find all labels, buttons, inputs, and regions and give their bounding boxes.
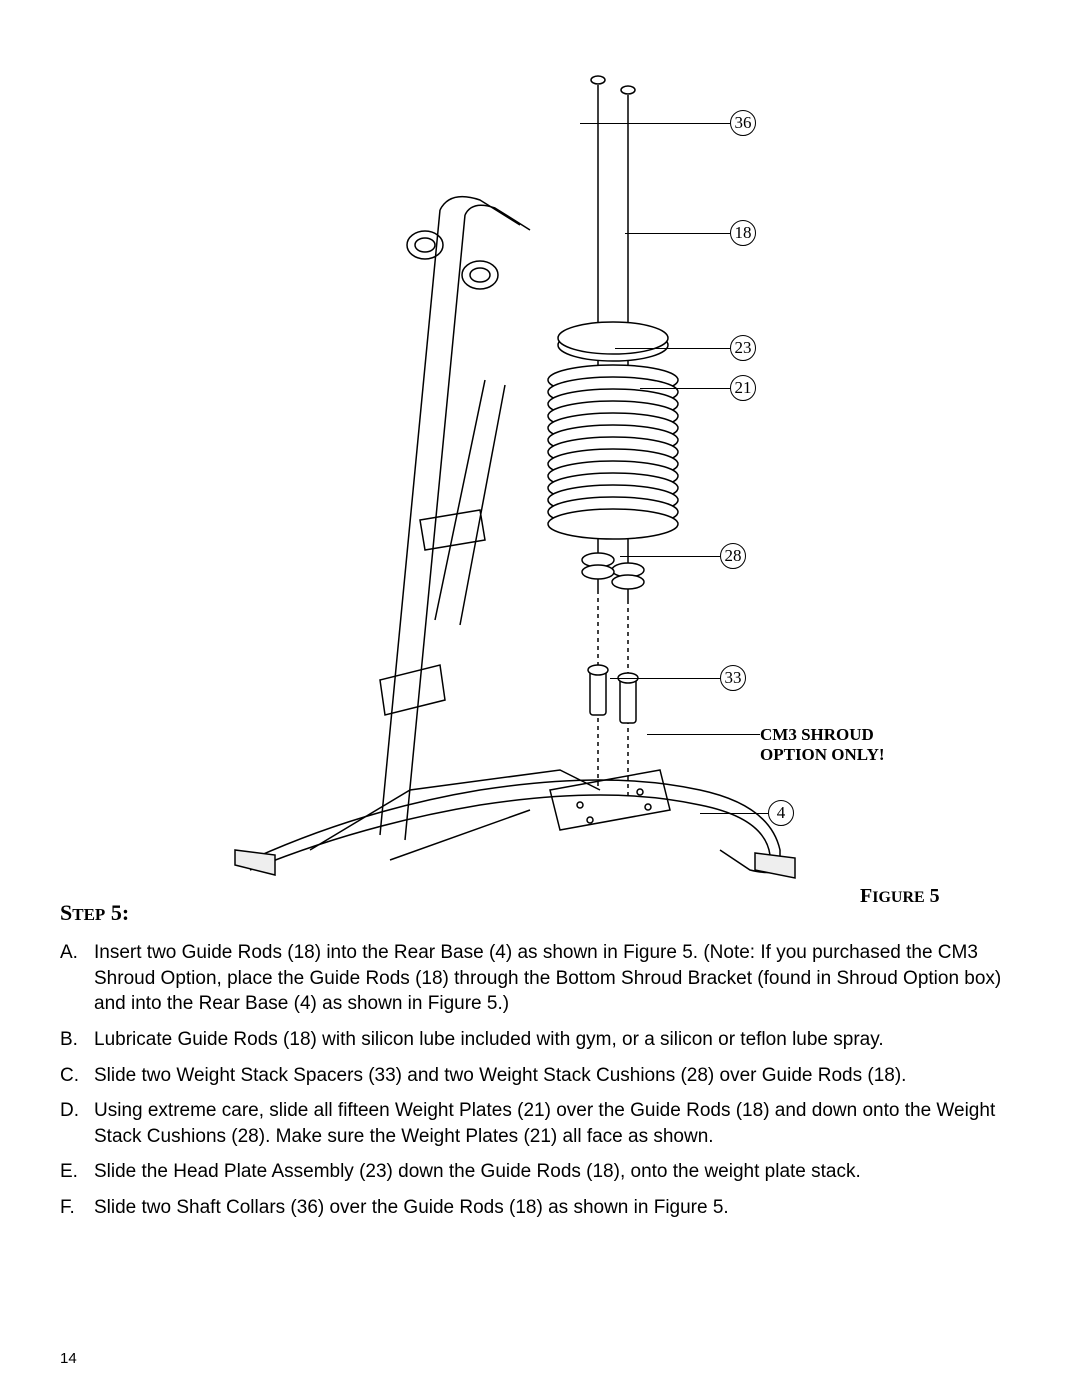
- instruction-item: A. Insert two Guide Rods (18) into the Re…: [60, 940, 1020, 1017]
- callout-circle: 23: [730, 335, 756, 361]
- instruction-text: Slide the Head Plate Assembly (23) down …: [94, 1161, 861, 1182]
- instruction-item: C. Slide two Weight Stack Spacers (33) an…: [60, 1063, 1020, 1089]
- shroud-note-line1: CM3 SHROUD: [760, 725, 874, 744]
- figure-area: 3618232128334 CM3 SHROUD OPTION ONLY! FI…: [60, 40, 1020, 890]
- callout-leader-line: [610, 678, 720, 679]
- instruction-list: A. Insert two Guide Rods (18) into the Re…: [60, 940, 1020, 1221]
- instruction-text: Insert two Guide Rods (18) into the Rear…: [94, 942, 1001, 1014]
- callout-circle: 18: [730, 220, 756, 246]
- figure-label: FIGURE 5: [860, 885, 940, 908]
- instruction-letter: E.: [60, 1159, 78, 1185]
- callout-leader-line: [620, 556, 720, 557]
- step-number: 5:: [111, 900, 129, 925]
- callout-leader-line: [580, 123, 730, 124]
- shroud-option-note: CM3 SHROUD OPTION ONLY!: [760, 725, 885, 766]
- instruction-letter: B.: [60, 1027, 78, 1053]
- callout-4: 4: [768, 800, 794, 826]
- callout-leader-line: [615, 348, 730, 349]
- callout-leader-line: [625, 233, 730, 234]
- callout-circle: 36: [730, 110, 756, 136]
- callout-33: 33: [720, 665, 746, 691]
- page-number: 14: [60, 1350, 77, 1367]
- callout-18: 18: [730, 220, 756, 246]
- instruction-text: Slide two Shaft Collars (36) over the Gu…: [94, 1197, 729, 1218]
- instruction-text: Using extreme care, slide all fifteen We…: [94, 1100, 995, 1147]
- callout-circle: 28: [720, 543, 746, 569]
- shroud-note-line2: OPTION ONLY!: [760, 745, 885, 764]
- instruction-letter: C.: [60, 1063, 79, 1089]
- callout-leader-line: [640, 388, 730, 389]
- callout-circle: 4: [768, 800, 794, 826]
- instruction-letter: F.: [60, 1195, 75, 1221]
- instruction-item: F. Slide two Shaft Collars (36) over the …: [60, 1195, 1020, 1221]
- instruction-letter: A.: [60, 940, 78, 966]
- callout-36: 36: [730, 110, 756, 136]
- instruction-item: E. Slide the Head Plate Assembly (23) dow…: [60, 1159, 1020, 1185]
- callout-leader-line: [700, 813, 768, 814]
- instruction-text: Slide two Weight Stack Spacers (33) and …: [94, 1065, 906, 1086]
- callout-circle: 33: [720, 665, 746, 691]
- callout-23: 23: [730, 335, 756, 361]
- instruction-item: B. Lubricate Guide Rods (18) with silicon…: [60, 1027, 1020, 1053]
- shroud-leader-line: [647, 734, 760, 735]
- instruction-item: D. Using extreme care, slide all fifteen …: [60, 1098, 1020, 1149]
- instruction-letter: D.: [60, 1098, 79, 1124]
- figure-label-text: IGURE: [872, 889, 924, 906]
- callout-21: 21: [730, 375, 756, 401]
- instruction-text: Lubricate Guide Rods (18) with silicon l…: [94, 1029, 884, 1050]
- figure-number: 5: [930, 885, 940, 907]
- callout-circle: 21: [730, 375, 756, 401]
- callout-28: 28: [720, 543, 746, 569]
- assembly-diagram: [180, 50, 820, 880]
